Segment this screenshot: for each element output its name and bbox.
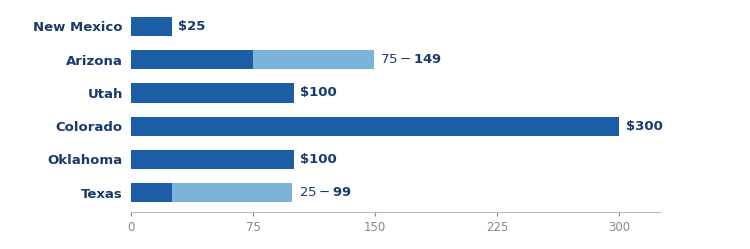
Bar <box>131 17 172 36</box>
Text: $300: $300 <box>626 120 663 133</box>
Bar <box>131 117 620 136</box>
Text: $100: $100 <box>301 86 338 99</box>
Bar <box>131 83 294 103</box>
Text: $100: $100 <box>301 153 338 166</box>
Text: $25: $25 <box>178 20 206 33</box>
Bar <box>131 150 294 169</box>
Text: $25-$99: $25-$99 <box>298 186 352 199</box>
Bar <box>172 183 292 202</box>
Bar <box>254 50 374 69</box>
Bar <box>131 50 254 69</box>
Bar <box>131 183 172 202</box>
Text: $75-$149: $75-$149 <box>380 53 442 66</box>
